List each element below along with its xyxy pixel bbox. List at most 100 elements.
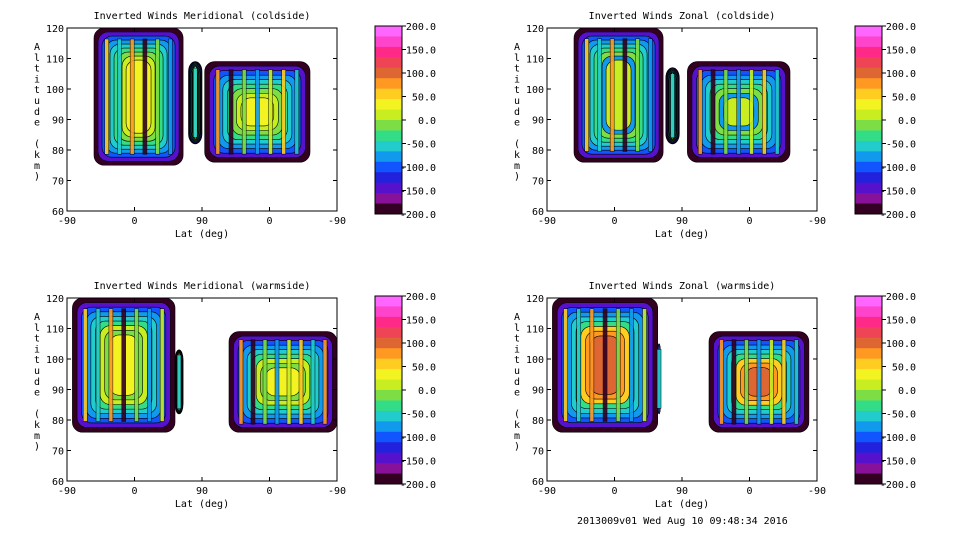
y-tick-label: 110 <box>526 55 544 66</box>
x-tick-label: -90 <box>808 216 826 227</box>
y-tick-label: 100 <box>46 85 64 96</box>
colorbar-swatch <box>375 130 402 142</box>
y-tick-label: 70 <box>52 177 64 188</box>
colorbar-label: -50.0 <box>406 140 436 151</box>
contour-line <box>298 339 304 425</box>
contour-line <box>104 38 109 155</box>
x-tick-label: -90 <box>58 216 76 227</box>
colorbar-swatch <box>375 161 402 173</box>
x-tick-label: 90 <box>196 486 208 497</box>
colorbar-swatch <box>855 400 882 412</box>
colorbar-swatch <box>855 109 882 121</box>
colorbar-swatch <box>855 348 882 360</box>
colorbar-label: 100.0 <box>886 69 916 80</box>
colorbar-swatch <box>855 67 882 79</box>
colorbar-label: -200.0 <box>400 480 436 491</box>
contour-line <box>563 308 568 422</box>
x-tick-label: -90 <box>58 486 76 497</box>
colorbar-label: 50.0 <box>892 93 916 104</box>
colorbar-swatch <box>375 452 402 464</box>
y-tick-label: 60 <box>532 207 544 218</box>
x-tick-label: 0 <box>611 216 617 227</box>
colorbar-label: 100.0 <box>406 69 436 80</box>
y-tick-label: 110 <box>526 325 544 336</box>
colorbar-label: 50.0 <box>412 363 436 374</box>
x-axis-label: Lat (deg) <box>655 499 709 510</box>
contour-line <box>762 69 767 155</box>
contour-line <box>142 38 148 155</box>
contour-line <box>241 69 247 155</box>
colorbar-swatch <box>855 463 882 475</box>
contour-band <box>264 367 302 397</box>
contour-field <box>72 298 337 433</box>
colorbar-swatch <box>375 400 402 412</box>
colorbar: 200.0 150.0 100.0 50.0 0.0 -50.0 -100.0 -150.0 -… <box>854 292 916 491</box>
contour-field <box>573 28 791 163</box>
x-tick-label: 0 <box>266 216 272 227</box>
colorbar-label: -50.0 <box>406 410 436 421</box>
contour-line <box>159 308 165 422</box>
y-tick-label: 90 <box>532 116 544 127</box>
colorbar-swatch <box>855 99 882 111</box>
colorbar-swatch <box>855 203 882 215</box>
y-tick-label: 90 <box>52 386 64 397</box>
colorbar-swatch <box>855 78 882 90</box>
contour-line <box>781 339 787 425</box>
y-tick-label: 90 <box>532 386 544 397</box>
colorbar-swatch <box>375 36 402 48</box>
contour-line <box>635 38 640 152</box>
y-tick-label: 110 <box>46 55 64 66</box>
panel-title: Inverted Winds Meridional (coldside) <box>94 11 311 22</box>
colorbar-swatch <box>855 473 882 485</box>
colorbar-swatch <box>855 442 882 454</box>
colorbar-label: 0.0 <box>898 386 916 397</box>
colorbar-swatch <box>855 57 882 69</box>
contour-line <box>82 308 88 422</box>
colorbar-label: 150.0 <box>406 316 436 327</box>
contour-line <box>147 308 152 422</box>
x-tick-label: 90 <box>676 216 688 227</box>
colorbar-label: 0.0 <box>418 116 436 127</box>
colorbar-swatch <box>375 296 402 307</box>
y-tick-label: 60 <box>532 477 544 488</box>
panel-title: Inverted Winds Zonal (warmside) <box>589 281 776 292</box>
y-tick-label: 100 <box>526 85 544 96</box>
colorbar-label: -150.0 <box>880 457 916 468</box>
contour-field <box>93 28 311 166</box>
colorbar-swatch <box>855 306 882 318</box>
contour-line <box>322 339 328 425</box>
colorbar-swatch <box>375 88 402 100</box>
colorbar-label: 200.0 <box>886 22 916 33</box>
contour-line <box>176 354 182 410</box>
contour-line <box>756 339 762 425</box>
contour-line <box>794 339 799 425</box>
colorbar-label: 50.0 <box>412 93 436 104</box>
colorbar-label: 0.0 <box>418 386 436 397</box>
y-tick-label: 80 <box>52 416 64 427</box>
colorbar-swatch <box>855 182 882 194</box>
colorbar-swatch <box>855 316 882 328</box>
colorbar-swatch <box>855 337 882 349</box>
colorbar-swatch <box>855 193 882 205</box>
contour-line <box>723 69 729 155</box>
panel-1: Inverted Winds Meridional (coldside) 60 70… <box>34 11 436 240</box>
contour-line <box>215 69 221 155</box>
colorbar-swatch <box>375 348 402 360</box>
colorbar-label: -100.0 <box>400 433 436 444</box>
colorbar-label: 200.0 <box>406 292 436 303</box>
colorbar-swatch <box>375 151 402 163</box>
y-tick-label: 80 <box>532 416 544 427</box>
x-tick-label: 0 <box>746 216 752 227</box>
y-tick-label: 70 <box>52 447 64 458</box>
colorbar-swatch <box>375 140 402 152</box>
contour-line <box>584 38 589 152</box>
colorbar-label: 150.0 <box>886 316 916 327</box>
x-axis-label: Lat (deg) <box>175 229 229 240</box>
colorbar-swatch <box>375 57 402 69</box>
contour-line <box>228 69 234 155</box>
contour-line <box>238 339 244 425</box>
colorbar-swatch <box>855 410 882 422</box>
